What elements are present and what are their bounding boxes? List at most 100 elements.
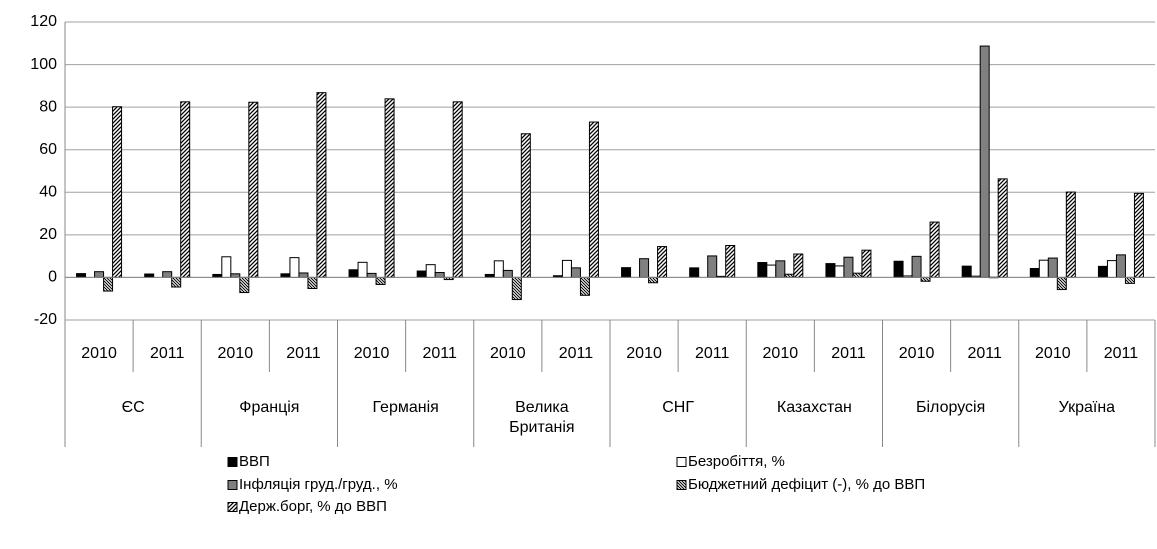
bar xyxy=(493,260,504,278)
bar xyxy=(689,267,700,278)
bar xyxy=(570,267,581,278)
bar xyxy=(162,271,173,278)
x-tick-label: 2010 xyxy=(490,345,526,362)
bar xyxy=(280,273,291,278)
group-label-box: Казахстан xyxy=(776,399,852,416)
bar xyxy=(248,101,259,278)
group-label: Україна xyxy=(1058,399,1116,416)
bar xyxy=(1097,265,1108,278)
bar xyxy=(929,221,940,278)
bar xyxy=(239,276,250,294)
x-tick-label: 2010 xyxy=(1035,345,1071,362)
group-label-box: Германія xyxy=(372,399,439,416)
legend-swatch xyxy=(227,480,238,490)
bar xyxy=(289,257,300,278)
x-tick-label: 2010 xyxy=(218,345,254,362)
group-label-box: Білорусія xyxy=(916,399,986,416)
x-tick-label: 2011 xyxy=(150,345,185,362)
bar xyxy=(793,253,804,278)
bar xyxy=(76,273,87,278)
bar xyxy=(1029,267,1040,278)
y-tick-label: 120 xyxy=(30,13,57,30)
x-tick-label: 2011 xyxy=(422,345,457,362)
bar xyxy=(94,271,105,278)
bar xyxy=(1133,192,1144,278)
group-label: Велика Британія xyxy=(509,399,575,436)
legend-label: Інфляція груд./груд., % xyxy=(239,476,398,493)
bar xyxy=(144,273,155,278)
bar xyxy=(1056,276,1067,291)
bar xyxy=(307,276,318,289)
legend-label: ВВП xyxy=(239,453,270,470)
group-label: СНГ xyxy=(662,399,695,416)
bar xyxy=(1065,191,1076,278)
x-tick-label: 2010 xyxy=(81,345,117,362)
bar xyxy=(103,276,114,292)
x-tick-label: 2011 xyxy=(559,345,594,362)
bar xyxy=(511,276,522,301)
bar xyxy=(843,256,854,278)
bar xyxy=(834,265,845,278)
legend-swatch xyxy=(227,457,238,467)
bar xyxy=(707,255,718,278)
legend-label: Безробіття, % xyxy=(688,453,785,470)
bar xyxy=(911,255,922,278)
bar xyxy=(221,256,232,278)
bar xyxy=(316,92,327,278)
group-label-box: Велика Британія xyxy=(509,399,575,436)
bar xyxy=(775,260,786,278)
bar xyxy=(298,272,309,278)
bar xyxy=(375,276,386,285)
x-tick-label: 2010 xyxy=(899,345,935,362)
group-label: Франція xyxy=(239,399,300,416)
bar xyxy=(357,261,368,278)
bar xyxy=(852,272,863,278)
bar xyxy=(230,273,241,278)
bar xyxy=(561,259,572,278)
group-label: ЄС xyxy=(121,399,145,416)
bar xyxy=(648,276,659,284)
group-label-box: Україна xyxy=(1058,399,1116,416)
y-tick-label: -20 xyxy=(34,311,57,328)
x-tick-label: 2011 xyxy=(831,345,866,362)
bar xyxy=(1038,259,1049,278)
x-tick-label: 2011 xyxy=(967,345,1002,362)
bar xyxy=(639,258,650,278)
bar xyxy=(961,265,972,278)
bar xyxy=(1047,257,1058,278)
bar xyxy=(520,133,531,278)
x-tick-label: 2011 xyxy=(695,345,730,362)
bar xyxy=(1124,276,1135,284)
bar xyxy=(384,98,395,278)
y-tick-label: 40 xyxy=(39,184,57,201)
y-tick-label: 20 xyxy=(39,226,57,243)
legend-swatch xyxy=(227,502,238,512)
legend-swatch xyxy=(676,457,687,467)
group-label: Казахстан xyxy=(776,399,852,416)
bar xyxy=(434,272,445,278)
bar xyxy=(366,272,377,278)
bar xyxy=(825,263,836,278)
x-tick-label: 2010 xyxy=(763,345,799,362)
group-label-box: Франція xyxy=(239,399,300,416)
x-tick-label: 2011 xyxy=(1104,345,1139,362)
bar xyxy=(425,264,436,278)
group-label: Германія xyxy=(372,399,439,416)
bar xyxy=(766,264,777,278)
bar xyxy=(861,249,872,278)
legend-label: Бюджетний дефіцит (-), % до ВВП xyxy=(688,476,925,493)
bar xyxy=(757,262,768,278)
bar xyxy=(657,246,668,278)
group-label-box: СНГ xyxy=(662,399,695,416)
group-label: Білорусія xyxy=(916,399,986,416)
y-tick-label: 60 xyxy=(39,141,57,158)
bar xyxy=(579,276,590,296)
bar xyxy=(893,260,904,278)
bar xyxy=(621,267,632,278)
x-tick-label: 2010 xyxy=(354,345,390,362)
legend-swatch xyxy=(676,480,687,490)
y-tick-label: 100 xyxy=(30,56,57,73)
bar xyxy=(979,45,990,278)
bar xyxy=(997,178,1008,278)
